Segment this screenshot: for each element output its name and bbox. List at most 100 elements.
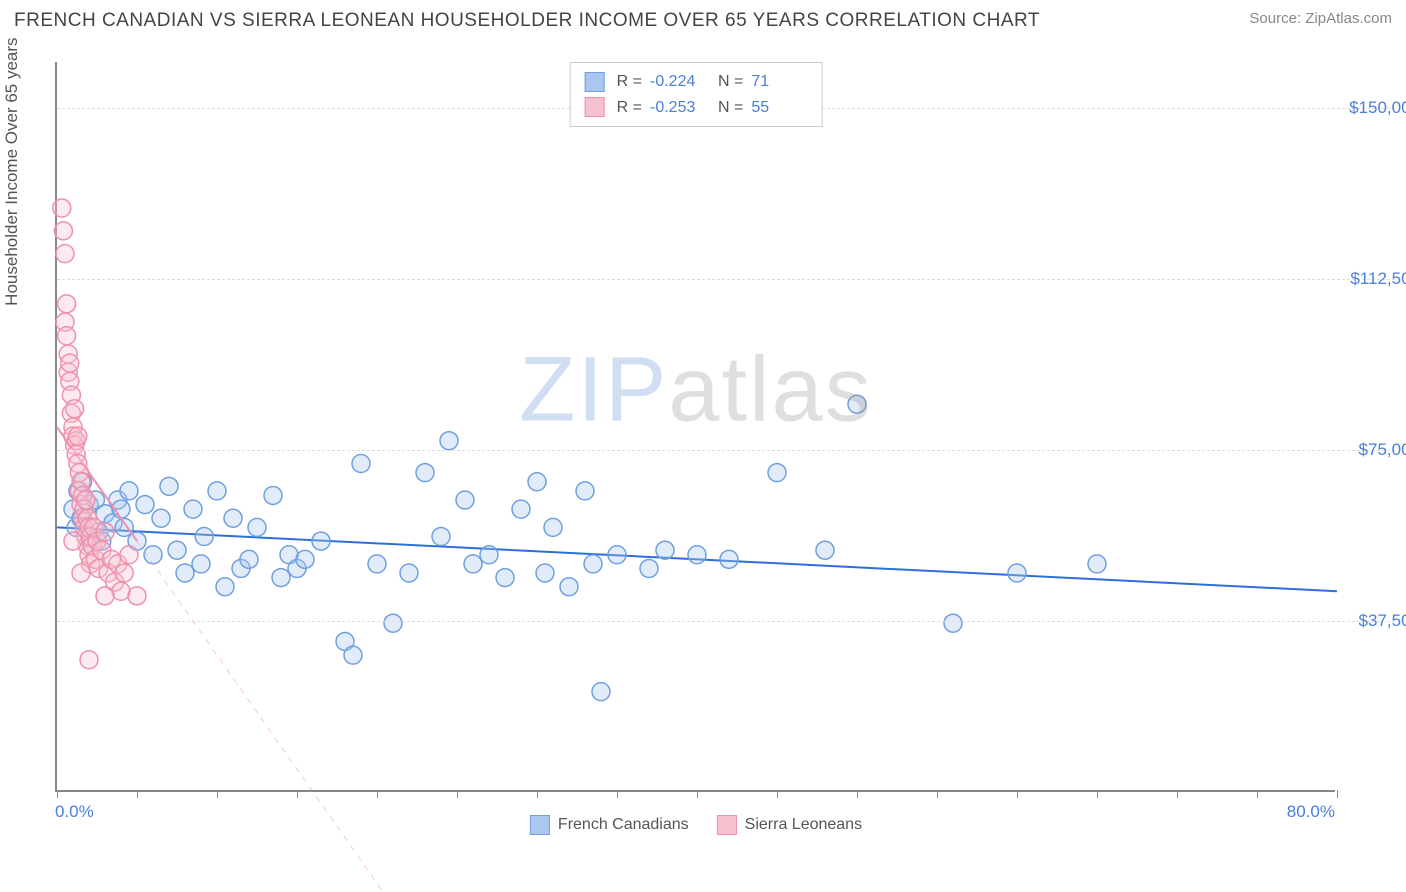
data-point bbox=[72, 564, 90, 582]
data-point bbox=[512, 500, 530, 518]
y-tick-label: $37,500 bbox=[1340, 611, 1406, 631]
r-label: R = bbox=[617, 95, 642, 121]
n-label: N = bbox=[718, 69, 743, 95]
data-point bbox=[848, 395, 866, 413]
data-point bbox=[720, 550, 738, 568]
correlation-legend-row: R =-0.224N =71 bbox=[585, 69, 808, 95]
data-point bbox=[368, 555, 386, 573]
x-tick bbox=[777, 790, 778, 798]
data-point bbox=[248, 518, 266, 536]
data-point bbox=[77, 491, 95, 509]
data-point bbox=[115, 564, 133, 582]
data-point bbox=[54, 222, 72, 240]
data-point bbox=[544, 518, 562, 536]
y-tick-label: $112,500 bbox=[1340, 269, 1406, 289]
x-tick bbox=[1257, 790, 1258, 798]
data-point bbox=[296, 550, 314, 568]
data-point bbox=[128, 587, 146, 605]
x-tick bbox=[937, 790, 938, 798]
data-point bbox=[80, 651, 98, 669]
data-point bbox=[432, 528, 450, 546]
y-tick-label: $150,000 bbox=[1340, 98, 1406, 118]
y-tick-label: $75,000 bbox=[1340, 440, 1406, 460]
n-label: N = bbox=[718, 95, 743, 121]
data-point bbox=[592, 683, 610, 701]
data-point bbox=[58, 295, 76, 313]
x-tick bbox=[697, 790, 698, 798]
data-point bbox=[120, 482, 138, 500]
data-point bbox=[216, 578, 234, 596]
source-attribution: Source: ZipAtlas.com bbox=[1249, 10, 1392, 27]
data-point bbox=[608, 546, 626, 564]
data-point bbox=[352, 455, 370, 473]
data-point bbox=[400, 564, 418, 582]
x-axis-max-label: 80.0% bbox=[1287, 802, 1335, 822]
x-tick bbox=[1337, 790, 1338, 798]
data-point bbox=[560, 578, 578, 596]
data-point bbox=[112, 582, 130, 600]
r-value: -0.224 bbox=[650, 69, 706, 95]
chart-plot-area: ZIPatlas R =-0.224N =71R =-0.253N =55 Fr… bbox=[55, 62, 1335, 792]
x-tick bbox=[297, 790, 298, 798]
data-point bbox=[528, 473, 546, 491]
data-point bbox=[768, 464, 786, 482]
data-point bbox=[160, 477, 178, 495]
data-point bbox=[464, 555, 482, 573]
data-point bbox=[69, 427, 87, 445]
data-point bbox=[208, 482, 226, 500]
data-point bbox=[192, 555, 210, 573]
data-point bbox=[456, 491, 474, 509]
data-point bbox=[53, 199, 71, 217]
data-point bbox=[312, 532, 330, 550]
correlation-legend: R =-0.224N =71R =-0.253N =55 bbox=[570, 62, 823, 127]
data-point bbox=[344, 646, 362, 664]
data-point bbox=[816, 541, 834, 559]
x-tick bbox=[457, 790, 458, 798]
data-point bbox=[440, 432, 458, 450]
chart-title: FRENCH CANADIAN VS SIERRA LEONEAN HOUSEH… bbox=[14, 10, 1040, 32]
data-point bbox=[1008, 564, 1026, 582]
data-point bbox=[264, 486, 282, 504]
x-tick bbox=[617, 790, 618, 798]
trend-line-extrapolated bbox=[137, 541, 393, 892]
data-point bbox=[576, 482, 594, 500]
data-point bbox=[136, 496, 154, 514]
data-point bbox=[496, 569, 514, 587]
x-axis-labels: 0.0% 80.0% bbox=[55, 802, 1335, 822]
data-point bbox=[656, 541, 674, 559]
legend-swatch-icon bbox=[585, 72, 605, 92]
data-point bbox=[195, 528, 213, 546]
x-tick bbox=[217, 790, 218, 798]
data-point bbox=[272, 569, 290, 587]
data-point bbox=[536, 564, 554, 582]
data-point bbox=[168, 541, 186, 559]
y-axis-title: Householder Income Over 65 years bbox=[2, 37, 22, 305]
data-point bbox=[96, 523, 114, 541]
scatter-plot-svg bbox=[57, 62, 1335, 790]
grid-line bbox=[57, 621, 1395, 622]
data-point bbox=[944, 614, 962, 632]
x-tick bbox=[1097, 790, 1098, 798]
data-point bbox=[66, 400, 84, 418]
data-point bbox=[224, 509, 242, 527]
data-point bbox=[61, 354, 79, 372]
r-label: R = bbox=[617, 69, 642, 95]
x-tick bbox=[537, 790, 538, 798]
x-tick bbox=[857, 790, 858, 798]
legend-swatch-icon bbox=[585, 97, 605, 117]
data-point bbox=[416, 464, 434, 482]
x-tick bbox=[137, 790, 138, 798]
data-point bbox=[64, 532, 82, 550]
x-tick bbox=[57, 790, 58, 798]
correlation-legend-row: R =-0.253N =55 bbox=[585, 95, 808, 121]
grid-line bbox=[57, 450, 1395, 451]
data-point bbox=[58, 327, 76, 345]
data-point bbox=[176, 564, 194, 582]
data-point bbox=[120, 546, 138, 564]
n-value: 55 bbox=[751, 95, 807, 121]
grid-line bbox=[57, 279, 1395, 280]
x-tick bbox=[1177, 790, 1178, 798]
data-point bbox=[184, 500, 202, 518]
data-point bbox=[384, 614, 402, 632]
data-point bbox=[152, 509, 170, 527]
